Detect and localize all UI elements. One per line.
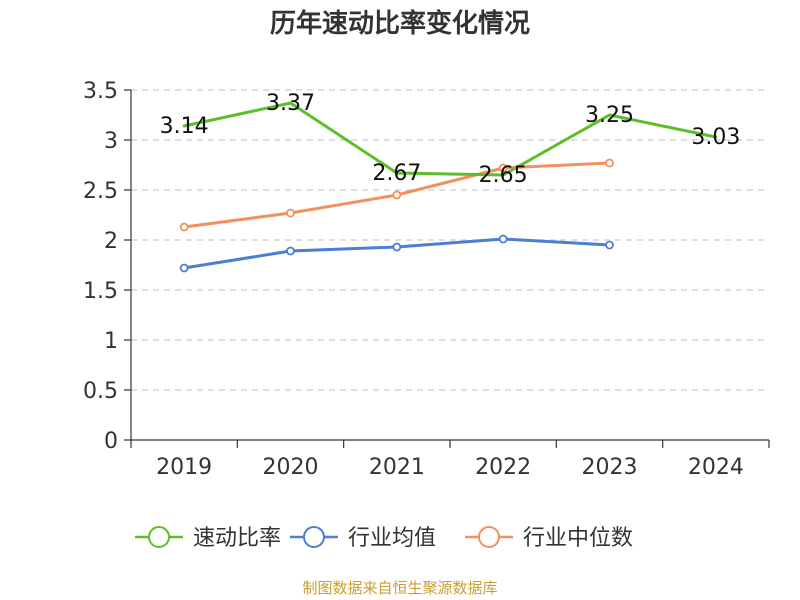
series-group: [179, 101, 718, 273]
grid: [131, 89, 769, 391]
data-point-industry_mean[interactable]: [605, 240, 614, 250]
data-point-industry_mean[interactable]: [179, 263, 189, 273]
data-point-industry_mean[interactable]: [286, 246, 295, 256]
data-label-quick_ratio: 3.14: [160, 114, 209, 139]
data-point-industry_median[interactable]: [605, 158, 614, 168]
legend[interactable]: 速动比率 行业均值 行业中位数: [135, 526, 633, 551]
data-point-industry_mean[interactable]: [498, 234, 508, 244]
legend-marker: [303, 526, 325, 548]
x-tick-label: 2022: [475, 455, 531, 480]
data-labels: 3.14 3.37 2.67 2.65 3.25 3.03: [160, 91, 741, 188]
x-tick-label: 2023: [582, 455, 638, 480]
data-label-quick_ratio: 2.67: [372, 161, 421, 186]
data-point-industry_median[interactable]: [286, 208, 295, 218]
x-tick-label: 2019: [156, 455, 212, 480]
y-tick-label: 2: [104, 229, 118, 254]
y-tick-label: 0: [104, 429, 118, 454]
y-tick-label: 3: [104, 129, 118, 154]
y-tick-label: 3.5: [83, 79, 118, 104]
legend-label: 行业均值: [348, 526, 436, 551]
x-tick-label: 2020: [263, 455, 319, 480]
data-label-quick_ratio: 3.03: [691, 125, 740, 150]
legend-marker: [148, 526, 170, 548]
data-label-quick_ratio: 3.37: [266, 91, 315, 116]
legend-label: 行业中位数: [523, 526, 633, 551]
legend-marker: [478, 526, 500, 548]
series-line-quick_ratio: [182, 101, 718, 177]
data-label-quick_ratio: 2.65: [479, 163, 528, 188]
legend-item-quick_ratio[interactable]: 速动比率: [135, 526, 281, 551]
source-note: 制图数据来自恒生聚源数据库: [302, 579, 497, 597]
data-point-industry_median[interactable]: [392, 190, 402, 200]
y-tick-label: 2.5: [83, 179, 118, 204]
data-point-industry_median[interactable]: [498, 163, 508, 173]
legend-item-industry_median[interactable]: 行业中位数: [465, 526, 633, 551]
data-label-quick_ratio: 3.25: [585, 103, 634, 128]
x-tick-label: 2024: [688, 455, 744, 480]
legend-item-industry_mean[interactable]: 行业均值: [290, 526, 436, 551]
data-point-industry_median[interactable]: [179, 222, 189, 232]
chart-title: 历年速动比率变化情况: [270, 8, 530, 39]
data-point-industry_mean[interactable]: [392, 242, 402, 252]
axes: 0 0.5 1 1.5 2 2.5 3 3.5 2019 2020 2021 2022 2023 2024: [83, 79, 770, 480]
y-tick-label: 1.5: [83, 279, 118, 304]
y-tick-label: 0.5: [83, 379, 118, 404]
legend-label: 速动比率: [193, 526, 281, 551]
x-tick-label: 2021: [369, 455, 425, 480]
y-tick-label: 1: [104, 329, 118, 354]
